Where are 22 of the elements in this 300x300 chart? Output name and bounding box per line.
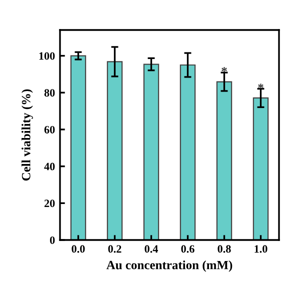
y-tick-label: 80 [44,89,55,97]
bar [180,64,196,240]
y-tick-label: 60 [44,126,55,134]
annotation: * [258,84,264,88]
bar [216,81,232,240]
bar [70,55,86,240]
y-tick-label: 20 [44,200,55,208]
x-tick-label: 0.6 [181,245,194,253]
x-tick-label: 0.0 [72,245,85,253]
bar [106,61,123,240]
x-axis-title: Au concentration (mM) [106,260,232,272]
x-tick-label: 0.8 [218,245,231,253]
y-tick-label: 0 [50,236,55,244]
y-tick-label: 100 [39,52,55,60]
bar [252,97,269,240]
annotation: * [222,67,227,72]
bar [143,64,160,240]
y-axis-title: Cell viability (%) [22,89,33,181]
x-tick-label: 0.4 [144,245,158,253]
x-tick-label: 0.2 [108,245,122,253]
y-tick-label: 40 [44,162,55,170]
x-tick-label: 1.0 [254,245,268,253]
